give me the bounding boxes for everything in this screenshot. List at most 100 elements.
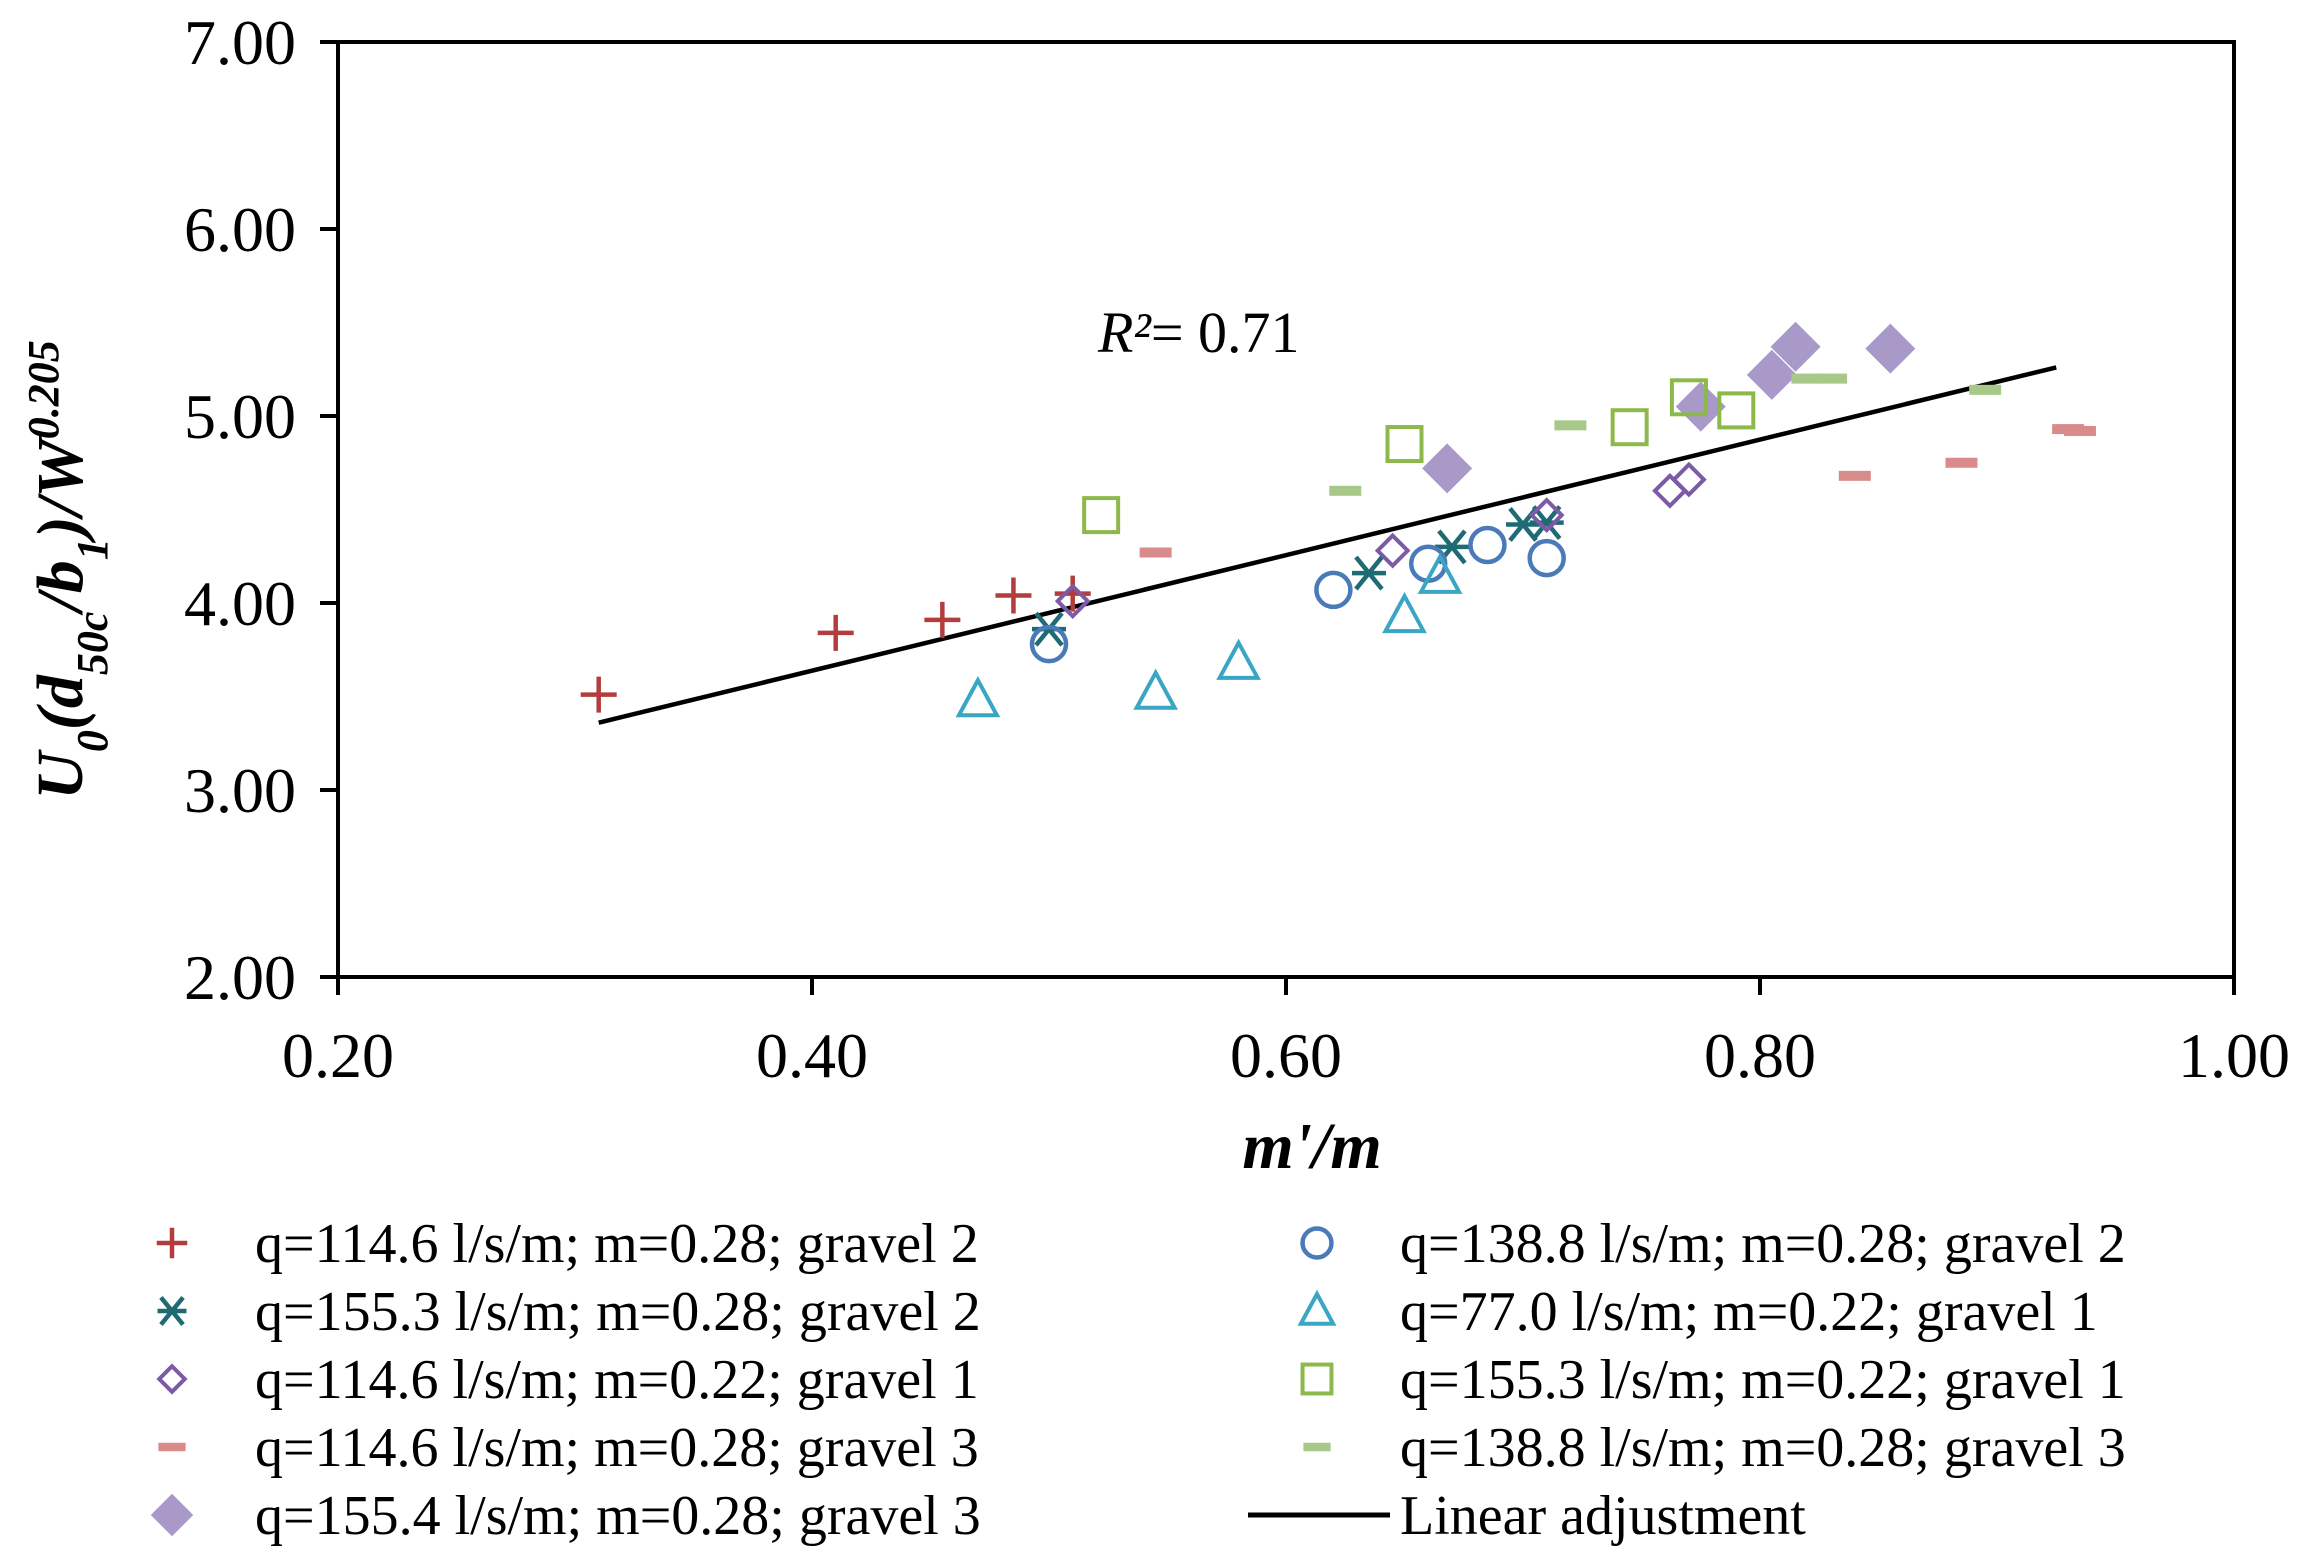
legend-entry: q=138.8 l/s/m; m=0.28; gravel 3	[1303, 1417, 2126, 1479]
data-point	[1717, 391, 1756, 430]
series-4	[1139, 424, 2096, 558]
legend-swatch	[157, 1295, 187, 1327]
trendline	[598, 365, 2057, 725]
legend-entry: q=114.6 l/s/m; m=0.28; gravel 2	[156, 1213, 979, 1275]
data-point	[1815, 373, 1848, 384]
data-point	[1671, 461, 1707, 498]
series-5	[1422, 321, 1916, 494]
data-point	[580, 676, 617, 713]
legend-label: q=155.3 l/s/m; m=0.22; gravel 1	[1400, 1349, 2126, 1411]
data-point	[1610, 408, 1649, 447]
data-point	[1969, 384, 2002, 395]
legend-swatch	[1300, 1226, 1334, 1260]
data-point	[995, 577, 1032, 614]
data-point	[1770, 321, 1821, 372]
legend-swatch	[156, 1227, 188, 1259]
y-tick-label: 4.00	[184, 568, 296, 639]
data-point	[1385, 425, 1424, 464]
data-point	[1054, 583, 1091, 619]
legend-label: q=138.8 l/s/m; m=0.28; gravel 2	[1400, 1213, 2126, 1275]
series-3	[1054, 461, 1707, 619]
data-point	[1054, 575, 1091, 612]
y-tick-label: 7.00	[184, 7, 296, 78]
y-title-w-sup: 0.205	[19, 340, 68, 439]
x-tick-label: 0.80	[1704, 1020, 1816, 1091]
data-point	[1865, 323, 1916, 374]
data-point	[1528, 497, 1565, 533]
data-point	[1838, 470, 1871, 481]
series-1	[580, 575, 1091, 713]
data-point	[1374, 532, 1411, 569]
y-title-b-sub: 1	[68, 538, 117, 560]
series-7	[955, 552, 1463, 718]
legend-label: Linear adjustment	[1400, 1485, 1806, 1547]
data-point	[1139, 547, 1172, 558]
legend-swatch	[1297, 1289, 1337, 1326]
data-point	[1527, 538, 1566, 578]
data-point	[1314, 570, 1353, 610]
legend-entry: q=138.8 l/s/m; m=0.28; gravel 2	[1300, 1213, 2126, 1275]
legend-entry: q=155.3 l/s/m; m=0.28; gravel 2	[157, 1281, 981, 1343]
data-point	[817, 614, 854, 651]
data-points	[580, 321, 2096, 718]
x-axis-title: m'/m	[1242, 1110, 1381, 1183]
plot-area	[336, 40, 2236, 979]
legend-label: q=155.4 l/s/m; m=0.28; gravel 3	[255, 1485, 981, 1547]
legend-swatch	[158, 1442, 186, 1452]
data-point	[1468, 525, 1507, 565]
legend-entry: q=114.6 l/s/m; m=0.22; gravel 1	[156, 1349, 979, 1411]
y-title-d-sub: 50c	[68, 612, 117, 676]
y-axis-title: U0(d50c/b1)/W0.205	[19, 340, 117, 800]
plot-frame	[336, 40, 2236, 979]
data-point	[1216, 638, 1261, 680]
legend-entry: q=114.6 l/s/m; m=0.28; gravel 3	[158, 1417, 979, 1479]
y-title-slash: /b	[24, 560, 97, 615]
series-2	[1032, 505, 1564, 647]
x-tick-label: 0.60	[1230, 1020, 1342, 1091]
data-point	[1675, 381, 1726, 432]
data-point	[1351, 555, 1386, 591]
legend-entry: q=155.4 l/s/m; m=0.28; gravel 3	[150, 1485, 981, 1547]
y-title-u: U	[24, 749, 97, 800]
y-tick-label: 6.00	[184, 194, 296, 265]
data-point	[1133, 668, 1179, 710]
legend-label: q=114.6 l/s/m; m=0.28; gravel 2	[255, 1213, 979, 1275]
x-tick-label: 0.20	[282, 1020, 394, 1091]
y-tick-label: 5.00	[184, 381, 296, 452]
data-point	[2063, 425, 2096, 436]
legend-label: q=77.0 l/s/m; m=0.22; gravel 1	[1400, 1281, 2098, 1343]
legend-swatch	[1300, 1362, 1334, 1396]
data-point	[1529, 505, 1564, 541]
data-point	[1029, 624, 1069, 664]
axes: 0.20 0.40 0.60 0.80 1.00 2.00 3.00 4.00 5.00 6.00…	[184, 7, 2290, 1091]
series-9	[1329, 373, 2002, 496]
x-tick-label: 1.00	[2178, 1020, 2290, 1091]
data-point	[1329, 485, 1362, 496]
data-point	[1652, 472, 1688, 509]
data-point	[1746, 349, 1797, 400]
legend-swatch	[150, 1493, 194, 1537]
data-point	[1791, 373, 1824, 384]
series-8	[1082, 378, 1756, 535]
data-point	[1945, 457, 1978, 468]
y-title-u-sub: 0	[68, 730, 117, 752]
y-title-close: )/W	[24, 435, 97, 543]
data-point	[955, 676, 1001, 718]
legend: q=114.6 l/s/m; m=0.28; gravel 2q=155.3 l…	[150, 1213, 2126, 1547]
legend-entry: q=77.0 l/s/m; m=0.22; gravel 1	[1297, 1281, 2098, 1343]
r-squared-symbol: R²	[1097, 300, 1152, 365]
data-point	[1554, 420, 1587, 431]
legend-entry: Linear adjustment	[1248, 1485, 1806, 1547]
y-tick-label: 3.00	[184, 755, 296, 826]
legend-swatch	[156, 1363, 188, 1395]
r-squared-value: = 0.71	[1151, 300, 1300, 365]
r-squared-annotation: R²= 0.71	[1097, 300, 1300, 365]
legend-swatch	[1303, 1442, 1331, 1452]
data-point	[1082, 496, 1121, 535]
data-point	[1422, 443, 1473, 494]
legend-label: q=155.3 l/s/m; m=0.28; gravel 2	[255, 1281, 981, 1343]
legend-label: q=138.8 l/s/m; m=0.28; gravel 3	[1400, 1417, 2126, 1479]
legend-entry: q=155.3 l/s/m; m=0.22; gravel 1	[1300, 1349, 2126, 1411]
legend-label: q=114.6 l/s/m; m=0.22; gravel 1	[255, 1349, 979, 1411]
